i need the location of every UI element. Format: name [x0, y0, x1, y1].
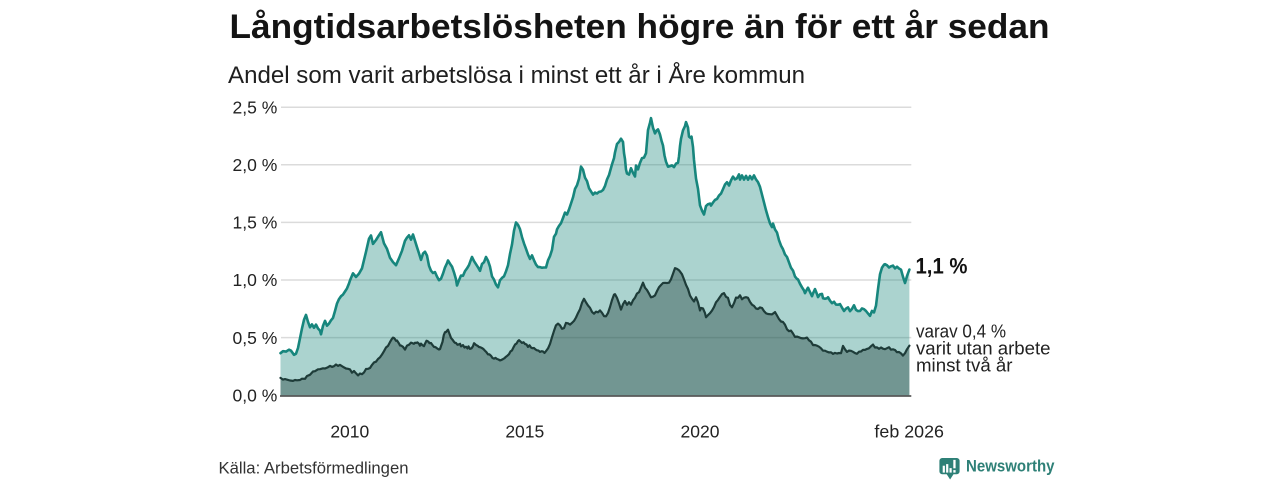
svg-text:2,0 %: 2,0 % — [233, 155, 278, 175]
svg-text:minst två år: minst två år — [916, 355, 1013, 375]
svg-text:0,0 %: 0,0 % — [233, 385, 278, 405]
svg-text:feb 2026: feb 2026 — [874, 422, 944, 442]
svg-text:1,0 %: 1,0 % — [233, 270, 278, 290]
svg-text:1,1 %: 1,1 % — [916, 254, 968, 279]
svg-text:2015: 2015 — [505, 422, 544, 442]
svg-text:Källa: Arbetsförmedlingen: Källa: Arbetsförmedlingen — [219, 459, 409, 478]
svg-text:2020: 2020 — [681, 422, 720, 442]
svg-text:2,5 %: 2,5 % — [233, 97, 278, 117]
svg-text:1,5 %: 1,5 % — [233, 213, 278, 233]
svg-text:Andel som varit arbetslösa i m: Andel som varit arbetslösa i minst ett å… — [228, 61, 805, 89]
svg-text:varav 0,4 %: varav 0,4 % — [916, 321, 1006, 341]
svg-text:Newsworthy: Newsworthy — [966, 456, 1055, 475]
svg-text:Långtidsarbetslösheten högre ä: Långtidsarbetslösheten högre än för ett … — [230, 8, 1050, 46]
svg-text:0,5 %: 0,5 % — [233, 328, 278, 348]
svg-text:varit utan arbete: varit utan arbete — [916, 338, 1051, 358]
svg-text:2010: 2010 — [330, 422, 369, 442]
